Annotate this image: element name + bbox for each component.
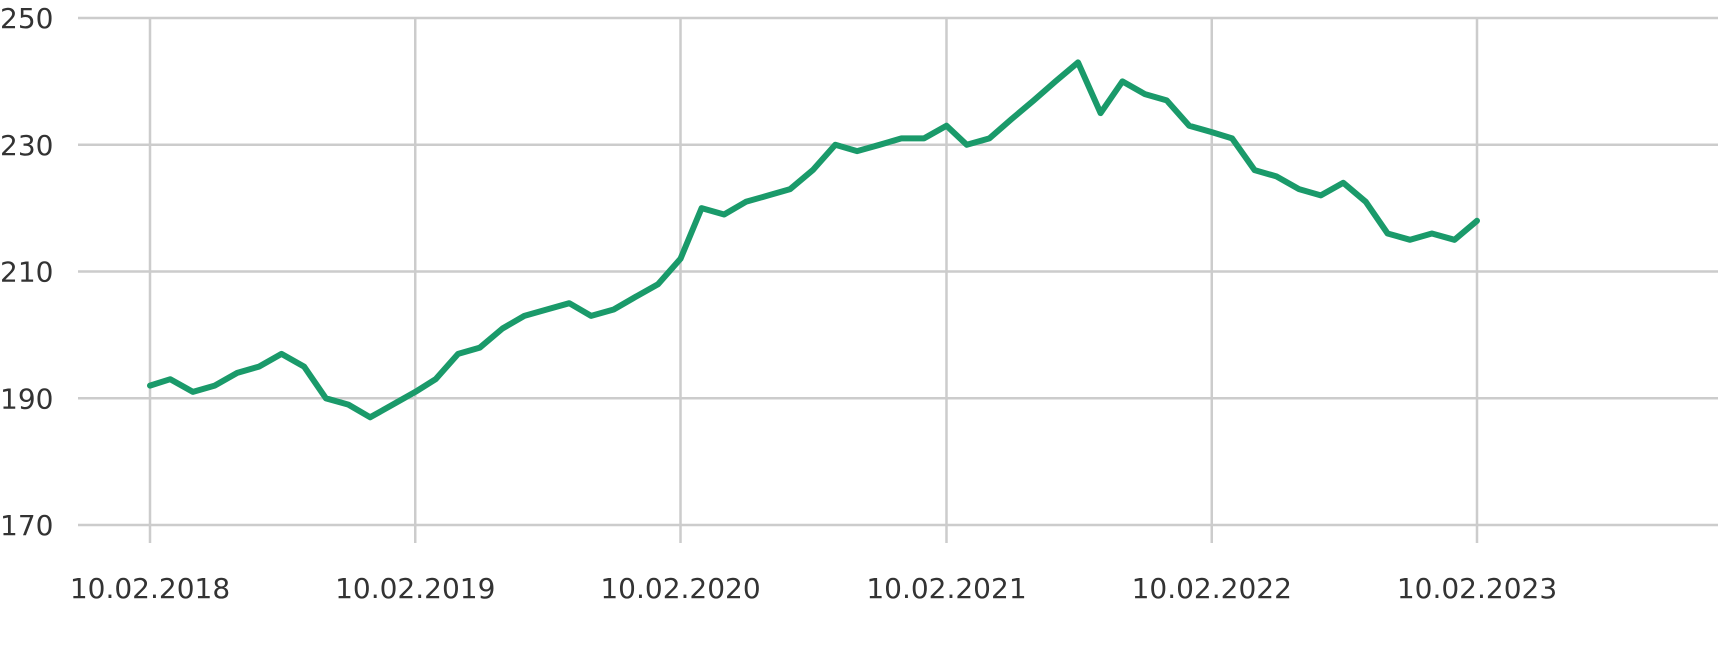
data-point xyxy=(279,351,285,357)
data-point xyxy=(743,199,749,205)
data-point xyxy=(1119,78,1125,84)
data-point xyxy=(678,256,684,262)
data-point xyxy=(964,142,970,148)
data-point xyxy=(477,345,483,351)
data-point xyxy=(412,389,418,395)
data-point xyxy=(256,364,262,370)
data-point xyxy=(455,351,461,357)
data-point xyxy=(765,192,771,198)
data-point xyxy=(1407,237,1413,243)
data-point xyxy=(1340,180,1346,186)
data-point xyxy=(544,307,550,313)
y-tick-label: 210 xyxy=(0,256,53,289)
data-point xyxy=(390,402,396,408)
data-point xyxy=(1053,78,1059,84)
data-point xyxy=(1273,173,1279,179)
data-point xyxy=(1474,218,1480,224)
data-point xyxy=(1363,199,1369,205)
series-layer xyxy=(147,59,1480,421)
data-point xyxy=(167,376,173,382)
data-point xyxy=(832,142,838,148)
data-point xyxy=(1452,237,1458,243)
data-point xyxy=(655,281,661,287)
data-point xyxy=(810,167,816,173)
x-tick-label: 10.02.2021 xyxy=(866,572,1026,605)
x-tick-label: 10.02.2022 xyxy=(1132,572,1292,605)
data-point xyxy=(611,307,617,313)
data-point xyxy=(1075,59,1081,65)
y-tick-label: 230 xyxy=(0,129,53,162)
data-point xyxy=(1186,123,1192,129)
data-point xyxy=(854,148,860,154)
data-point xyxy=(1142,91,1148,97)
data-point xyxy=(1318,192,1324,198)
grid-lines xyxy=(78,16,1718,543)
data-point xyxy=(1008,116,1014,122)
x-tick-label: 10.02.2023 xyxy=(1397,572,1557,605)
data-point xyxy=(433,376,439,382)
data-point xyxy=(1252,167,1258,173)
data-point xyxy=(1098,110,1104,116)
data-point xyxy=(212,383,218,389)
y-tick-label: 250 xyxy=(0,2,53,35)
data-point xyxy=(1429,231,1435,237)
data-point xyxy=(1229,135,1235,141)
y-axis-tick-labels: 170 190 210 230 250 xyxy=(0,2,53,542)
data-point xyxy=(1385,231,1391,237)
data-point xyxy=(1031,97,1037,103)
data-point xyxy=(633,294,639,300)
data-point xyxy=(721,212,727,218)
data-point xyxy=(1164,97,1170,103)
data-point xyxy=(898,135,904,141)
data-point xyxy=(566,300,572,306)
data-point xyxy=(588,313,594,319)
x-tick-label: 10.02.2018 xyxy=(70,572,230,605)
data-point xyxy=(521,313,527,319)
y-tick-label: 170 xyxy=(0,509,53,542)
data-point xyxy=(147,383,153,389)
data-point xyxy=(699,205,705,211)
x-tick-label: 10.02.2019 xyxy=(335,572,495,605)
data-point xyxy=(1296,186,1302,192)
data-point xyxy=(345,402,351,408)
data-point xyxy=(944,123,950,129)
x-tick-label: 10.02.2020 xyxy=(600,572,760,605)
data-point xyxy=(234,370,240,376)
data-point xyxy=(877,142,883,148)
data-point xyxy=(190,389,196,395)
data-point xyxy=(787,186,793,192)
data-point xyxy=(367,414,373,420)
data-point xyxy=(500,326,506,332)
data-point xyxy=(301,364,307,370)
series-line xyxy=(147,59,1480,421)
data-point xyxy=(323,395,329,401)
data-point xyxy=(921,135,927,141)
data-point xyxy=(1209,129,1215,135)
data-point xyxy=(986,135,992,141)
x-axis-tick-labels: 10.02.2018 10.02.2019 10.02.2020 10.02.2021… xyxy=(70,572,1557,605)
y-tick-label: 190 xyxy=(0,382,53,415)
